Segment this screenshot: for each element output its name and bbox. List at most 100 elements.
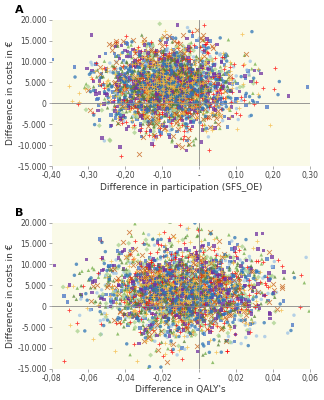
Point bbox=[190, 90, 195, 96]
Point bbox=[256, 302, 261, 308]
Point bbox=[198, 288, 203, 294]
Point bbox=[197, 80, 202, 86]
Point bbox=[138, 48, 144, 54]
Point bbox=[135, 92, 140, 98]
Point bbox=[170, 85, 175, 92]
Point bbox=[192, 73, 197, 80]
Point bbox=[124, 108, 129, 115]
Point bbox=[253, 276, 258, 283]
Point bbox=[231, 259, 236, 265]
Point bbox=[225, 279, 230, 286]
Point bbox=[137, 291, 142, 297]
Point bbox=[175, 318, 180, 324]
Point bbox=[138, 101, 144, 107]
Point bbox=[168, 282, 174, 288]
Point bbox=[126, 284, 131, 290]
Point bbox=[118, 320, 123, 326]
Point bbox=[106, 282, 111, 288]
Point bbox=[280, 263, 285, 269]
Point bbox=[205, 82, 211, 88]
Point bbox=[150, 259, 155, 266]
Point bbox=[146, 293, 151, 300]
Point bbox=[204, 92, 209, 99]
Point bbox=[95, 270, 100, 276]
Point bbox=[146, 242, 152, 248]
Point bbox=[133, 109, 138, 115]
Point bbox=[177, 303, 182, 310]
Point bbox=[172, 115, 177, 122]
Point bbox=[139, 106, 144, 112]
Point bbox=[131, 278, 136, 284]
Point bbox=[196, 315, 201, 321]
Point bbox=[178, 70, 183, 77]
Point bbox=[226, 280, 231, 286]
Point bbox=[218, 288, 223, 294]
Point bbox=[88, 306, 94, 312]
Point bbox=[169, 66, 174, 73]
Point bbox=[163, 75, 168, 82]
Point bbox=[138, 298, 143, 304]
Point bbox=[141, 64, 146, 70]
Point bbox=[178, 310, 183, 316]
Point bbox=[184, 63, 189, 69]
Point bbox=[225, 69, 230, 75]
Point bbox=[169, 270, 174, 277]
Point bbox=[220, 271, 226, 277]
Point bbox=[180, 108, 186, 115]
Point bbox=[203, 294, 209, 300]
Point bbox=[137, 83, 142, 89]
Point bbox=[52, 262, 57, 269]
Point bbox=[185, 270, 191, 276]
Point bbox=[109, 297, 114, 303]
Point bbox=[205, 268, 211, 274]
Point bbox=[188, 81, 193, 87]
Point bbox=[120, 97, 125, 104]
Point bbox=[125, 78, 130, 84]
Point bbox=[201, 86, 206, 92]
Point bbox=[153, 90, 158, 96]
Point bbox=[182, 53, 187, 59]
Point bbox=[227, 77, 232, 83]
Point bbox=[151, 282, 156, 288]
Point bbox=[190, 307, 195, 314]
Point bbox=[160, 304, 165, 310]
Point bbox=[116, 81, 121, 87]
Point bbox=[218, 72, 223, 78]
Point bbox=[191, 79, 196, 86]
Point bbox=[146, 300, 152, 307]
Point bbox=[159, 105, 165, 112]
Point bbox=[84, 304, 89, 311]
Point bbox=[154, 89, 159, 96]
Point bbox=[170, 74, 176, 81]
Point bbox=[229, 272, 235, 278]
Point bbox=[101, 266, 106, 272]
Point bbox=[222, 324, 227, 330]
Point bbox=[236, 274, 241, 280]
Point bbox=[172, 294, 177, 300]
Point bbox=[216, 288, 221, 294]
Point bbox=[163, 78, 168, 85]
Point bbox=[114, 300, 119, 306]
Point bbox=[170, 112, 175, 118]
Point bbox=[150, 84, 155, 90]
Point bbox=[189, 112, 194, 118]
Point bbox=[220, 276, 225, 283]
Point bbox=[193, 85, 198, 91]
Point bbox=[181, 282, 186, 288]
Point bbox=[219, 308, 224, 314]
Point bbox=[272, 274, 277, 280]
Point bbox=[134, 75, 140, 81]
Point bbox=[131, 262, 136, 268]
Point bbox=[221, 311, 226, 317]
Point bbox=[130, 92, 135, 99]
Point bbox=[74, 320, 79, 326]
Point bbox=[203, 271, 208, 278]
Point bbox=[155, 77, 160, 84]
Point bbox=[208, 278, 214, 285]
Point bbox=[133, 72, 139, 78]
Point bbox=[146, 69, 151, 76]
Point bbox=[139, 286, 144, 293]
Point bbox=[276, 257, 281, 263]
Point bbox=[169, 72, 174, 78]
Point bbox=[208, 276, 213, 282]
